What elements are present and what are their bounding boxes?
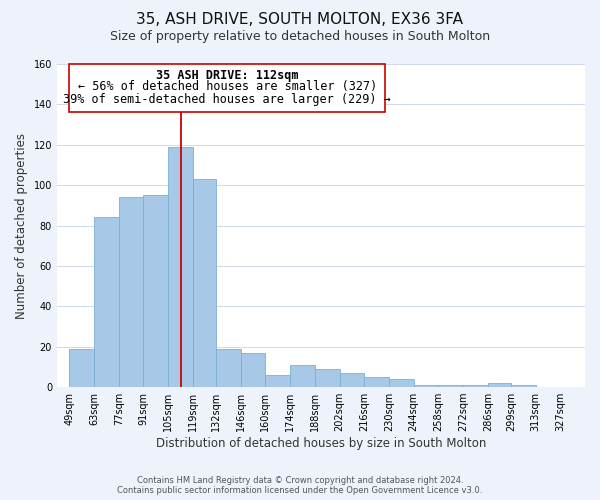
Bar [340, 373, 364, 387]
Bar [69, 348, 94, 387]
Text: ← 56% of detached houses are smaller (327): ← 56% of detached houses are smaller (32… [78, 80, 377, 93]
Text: 39% of semi-detached houses are larger (229) →: 39% of semi-detached houses are larger (… [64, 94, 391, 106]
Bar [69, 64, 385, 112]
Bar [488, 383, 511, 387]
Bar [193, 179, 216, 387]
Bar [119, 198, 143, 387]
Bar [94, 218, 119, 387]
X-axis label: Distribution of detached houses by size in South Molton: Distribution of detached houses by size … [156, 437, 486, 450]
Y-axis label: Number of detached properties: Number of detached properties [15, 132, 28, 318]
Bar [168, 147, 193, 387]
Bar [463, 385, 488, 387]
Bar [511, 385, 536, 387]
Text: Size of property relative to detached houses in South Molton: Size of property relative to detached ho… [110, 30, 490, 43]
Bar [290, 365, 315, 387]
Bar [315, 369, 340, 387]
Text: 35 ASH DRIVE: 112sqm: 35 ASH DRIVE: 112sqm [156, 69, 299, 82]
Bar [143, 196, 168, 387]
Bar [413, 385, 439, 387]
Bar [389, 379, 413, 387]
Bar [364, 377, 389, 387]
Bar [265, 375, 290, 387]
Text: Contains HM Land Registry data © Crown copyright and database right 2024.: Contains HM Land Registry data © Crown c… [137, 476, 463, 485]
Text: 35, ASH DRIVE, SOUTH MOLTON, EX36 3FA: 35, ASH DRIVE, SOUTH MOLTON, EX36 3FA [137, 12, 464, 28]
Text: Contains public sector information licensed under the Open Government Licence v3: Contains public sector information licen… [118, 486, 482, 495]
Bar [216, 348, 241, 387]
Bar [439, 385, 463, 387]
Bar [241, 353, 265, 387]
